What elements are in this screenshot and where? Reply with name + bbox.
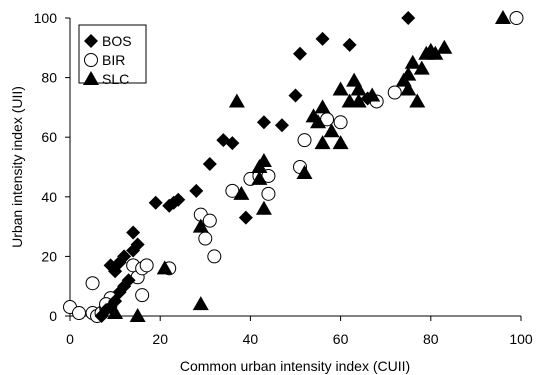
data-point-bos xyxy=(293,46,308,61)
data-point-slc xyxy=(364,87,381,102)
y-axis-title: Urban intensity index (UII) xyxy=(9,86,25,248)
x-tick-label: 60 xyxy=(333,331,349,347)
data-point-slc xyxy=(494,10,511,24)
data-point-slc xyxy=(332,81,349,96)
y-tick-label: 20 xyxy=(41,248,57,264)
data-point-bos xyxy=(225,136,240,151)
x-ticks: 0 20 40 60 80 100 xyxy=(66,316,533,347)
legend-marker-bos xyxy=(84,34,98,48)
data-point-slc xyxy=(107,305,124,320)
data-point-slc xyxy=(323,123,340,138)
data-point-bir xyxy=(509,11,524,25)
data-point-slc xyxy=(332,135,349,150)
data-point-bos xyxy=(171,192,186,207)
data-point-bir xyxy=(135,288,150,303)
legend-label-slc: SLC xyxy=(102,71,129,87)
data-point-slc xyxy=(310,114,327,129)
data-point-bos xyxy=(121,273,136,288)
data-point-bir xyxy=(297,133,312,148)
data-point-slc xyxy=(400,81,417,96)
data-point-bos xyxy=(126,225,141,240)
x-tick-label: 80 xyxy=(423,331,439,347)
data-point-slc xyxy=(404,54,421,69)
legend-label-bir: BIR xyxy=(102,52,125,68)
data-point-slc xyxy=(409,93,426,108)
legend: BOS BIR SLC xyxy=(78,24,147,87)
data-point-slc xyxy=(156,260,173,275)
data-point-bir xyxy=(202,213,217,228)
axes xyxy=(69,18,521,317)
data-point-bos xyxy=(130,237,145,252)
data-point-bos xyxy=(288,88,303,103)
data-point-bos xyxy=(202,157,217,172)
data-point-bir xyxy=(139,258,154,273)
y-tick-label: 100 xyxy=(34,10,58,26)
legend-marker-bir xyxy=(84,53,98,67)
series-slc xyxy=(107,10,511,322)
data-point-slc xyxy=(413,60,430,75)
data-point-slc xyxy=(314,135,331,150)
data-point-bos xyxy=(112,255,127,270)
legend-marker-slc xyxy=(83,71,99,85)
y-tick-label: 60 xyxy=(41,129,57,145)
data-point-bos xyxy=(401,11,416,25)
x-tick-label: 0 xyxy=(66,331,74,347)
y-ticks: 0 20 40 60 80 100 xyxy=(34,10,70,324)
data-point-slc xyxy=(251,170,268,185)
data-point-bos xyxy=(256,115,271,130)
x-tick-label: 20 xyxy=(152,331,168,347)
data-point-slc xyxy=(255,153,272,168)
data-point-slc xyxy=(296,164,313,179)
x-axis-title: Common urban intensity index (CUII) xyxy=(180,358,410,374)
data-point-slc xyxy=(314,99,331,114)
data-point-bir xyxy=(333,115,348,130)
y-tick-label: 80 xyxy=(41,70,57,86)
data-point-slc xyxy=(400,66,417,81)
data-point-bos xyxy=(238,210,253,225)
data-point-bir xyxy=(387,85,402,100)
data-point-slc xyxy=(436,39,453,54)
data-point-slc xyxy=(228,93,245,108)
y-tick-label: 0 xyxy=(49,308,57,324)
x-tick-label: 40 xyxy=(243,331,259,347)
data-point-bir xyxy=(72,306,87,321)
data-point-slc xyxy=(129,308,146,322)
data-point-slc xyxy=(192,296,209,311)
series-bos xyxy=(94,11,416,323)
data-point-bir xyxy=(207,249,222,264)
data-point-slc xyxy=(233,185,250,200)
data-points xyxy=(63,10,524,323)
data-point-bos xyxy=(274,118,289,133)
data-point-slc xyxy=(255,200,272,215)
data-point-bos xyxy=(315,31,330,46)
y-tick-label: 40 xyxy=(41,189,57,205)
data-point-bir xyxy=(85,276,100,291)
data-point-bir xyxy=(198,231,213,246)
data-point-bos xyxy=(342,37,357,52)
data-point-bir xyxy=(261,186,276,201)
data-point-slc xyxy=(427,45,444,60)
legend-label-bos: BOS xyxy=(102,33,132,49)
data-point-bos xyxy=(148,195,163,210)
data-point-slc xyxy=(350,81,367,96)
data-point-bos xyxy=(117,249,132,264)
x-tick-label: 100 xyxy=(509,331,533,347)
data-point-bos xyxy=(189,183,204,198)
data-point-slc xyxy=(350,93,367,108)
data-point-slc xyxy=(192,218,209,233)
